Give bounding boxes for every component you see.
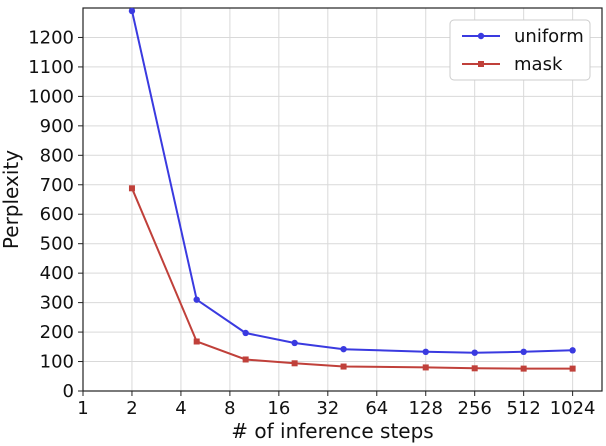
y-tick-label-0: 0: [63, 381, 74, 402]
point-mask-256: [471, 365, 478, 372]
x-tick-label-1024: 1024: [550, 398, 596, 419]
y-tick-label-700: 700: [40, 175, 74, 196]
point-uniform-10: [242, 329, 249, 337]
legend-label-uniform: uniform: [514, 26, 584, 47]
y-tick-label-200: 200: [40, 322, 74, 343]
y-tick-label-500: 500: [40, 234, 74, 255]
y-tick-label-1100: 1100: [28, 57, 74, 78]
y-axis-title: Perplexity: [0, 150, 23, 249]
legend-marker-uniform: [477, 32, 485, 40]
x-axis-title: # of inference steps: [231, 419, 433, 443]
y-tick-label-100: 100: [40, 352, 74, 373]
x-tick-label-512: 512: [506, 398, 540, 419]
x-tick-label-16: 16: [267, 398, 290, 419]
point-mask-5: [193, 338, 200, 345]
x-tick-label-128: 128: [409, 398, 443, 419]
y-tick-label-400: 400: [40, 263, 74, 284]
legend-marker-mask: [478, 61, 484, 67]
y-tick-label-1000: 1000: [28, 86, 74, 107]
plot-frame: [82, 7, 603, 392]
x-tick-label-8: 8: [224, 398, 235, 419]
point-uniform-2: [128, 7, 136, 15]
point-mask-512: [520, 365, 527, 372]
x-tick-label-256: 256: [458, 398, 492, 419]
y-tick-label-1200: 1200: [28, 27, 74, 48]
point-mask-1024: [569, 365, 576, 372]
x-tick-label-2: 2: [126, 398, 137, 419]
point-mask-40: [340, 363, 347, 370]
point-uniform-512: [520, 348, 527, 356]
point-uniform-1024: [569, 347, 576, 354]
y-tick-label-900: 900: [40, 116, 74, 137]
point-mask-2: [128, 185, 135, 192]
point-uniform-5: [193, 296, 200, 303]
point-uniform-40: [340, 345, 347, 353]
x-tick-label-64: 64: [365, 398, 388, 419]
y-tick-label-600: 600: [40, 204, 74, 225]
series-layer: [128, 7, 576, 372]
legend-label-mask: mask: [514, 54, 563, 75]
point-mask-128: [422, 364, 429, 371]
y-tick-label-800: 800: [40, 145, 74, 166]
x-tick-label-32: 32: [316, 398, 339, 419]
point-uniform-20: [291, 339, 298, 347]
y-tick-label-300: 300: [40, 293, 74, 314]
axes-layer: 1 2 4 8 16 32 64 128 256 512 1024 0 100 200 300 400 500 6…: [28, 7, 603, 419]
legend: uniform mask: [449, 19, 591, 81]
point-uniform-128: [422, 348, 429, 356]
x-tick-label-4: 4: [175, 398, 186, 419]
x-tick-label-1: 1: [77, 398, 88, 419]
point-mask-20: [291, 360, 298, 367]
point-uniform-256: [471, 349, 478, 356]
point-mask-10: [242, 356, 249, 363]
